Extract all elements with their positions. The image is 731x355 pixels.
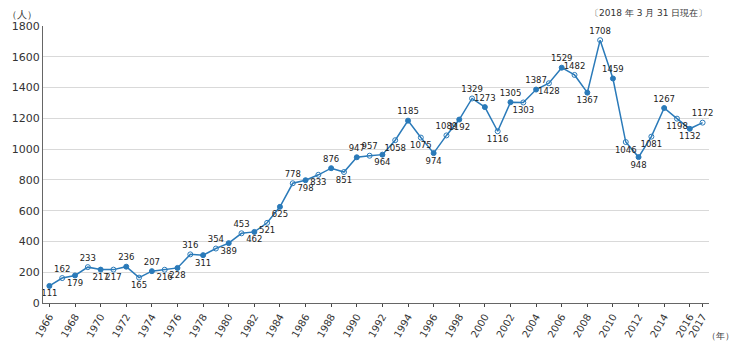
svg-text:600: 600 — [19, 205, 40, 218]
svg-text:2010: 2010 — [597, 312, 619, 340]
svg-text:1200: 1200 — [12, 112, 40, 125]
svg-text:400: 400 — [19, 235, 40, 248]
svg-text:1998: 1998 — [443, 312, 465, 340]
svg-text:1428: 1428 — [538, 86, 560, 96]
svg-text:1198: 1198 — [666, 121, 688, 131]
svg-text:1058: 1058 — [384, 143, 406, 153]
svg-text:1980: 1980 — [213, 312, 235, 340]
svg-text:165: 165 — [131, 280, 147, 290]
svg-text:964: 964 — [374, 157, 390, 167]
svg-text:1986: 1986 — [289, 312, 311, 340]
svg-text:2008: 2008 — [571, 312, 593, 340]
svg-text:111: 111 — [41, 288, 57, 298]
svg-text:1970: 1970 — [84, 312, 106, 340]
svg-text:1974: 1974 — [136, 312, 158, 340]
svg-text:876: 876 — [323, 154, 339, 164]
svg-text:0: 0 — [33, 297, 40, 310]
svg-text:1046: 1046 — [615, 145, 637, 155]
svg-text:1966: 1966 — [33, 312, 55, 340]
svg-text:1994: 1994 — [392, 312, 414, 340]
svg-text:1984: 1984 — [264, 312, 286, 340]
svg-text:（年）: （年） — [707, 331, 731, 341]
svg-text:778: 778 — [285, 169, 301, 179]
svg-text:1305: 1305 — [500, 88, 522, 98]
svg-text:233: 233 — [80, 253, 96, 263]
svg-text:（人）: （人） — [7, 9, 37, 20]
svg-text:1968: 1968 — [59, 312, 81, 340]
svg-text:957: 957 — [361, 141, 377, 151]
svg-text:1988: 1988 — [315, 312, 337, 340]
svg-text:236: 236 — [118, 252, 134, 262]
svg-text:2004: 2004 — [520, 312, 542, 340]
svg-text:2017: 2017 — [686, 312, 708, 340]
svg-text:1482: 1482 — [564, 61, 586, 71]
svg-text:228: 228 — [169, 270, 185, 280]
svg-text:2012: 2012 — [622, 312, 644, 340]
svg-text:1303: 1303 — [512, 105, 534, 115]
svg-text:179: 179 — [67, 278, 83, 288]
svg-text:217: 217 — [105, 272, 121, 282]
svg-text:〔2018 年 3 月 31 日現在〕: 〔2018 年 3 月 31 日現在〕 — [590, 8, 707, 18]
svg-text:833: 833 — [310, 177, 326, 187]
svg-text:1192: 1192 — [448, 122, 470, 132]
svg-text:200: 200 — [19, 266, 40, 279]
svg-text:1000: 1000 — [12, 143, 40, 156]
svg-text:1990: 1990 — [341, 312, 363, 340]
svg-text:521: 521 — [259, 225, 275, 235]
svg-text:1996: 1996 — [417, 312, 439, 340]
svg-text:1081: 1081 — [641, 139, 663, 149]
svg-text:1978: 1978 — [187, 312, 209, 340]
svg-text:1400: 1400 — [12, 81, 40, 94]
svg-text:1600: 1600 — [12, 51, 40, 64]
svg-text:1708: 1708 — [589, 26, 611, 36]
svg-text:1267: 1267 — [653, 94, 675, 104]
svg-text:462: 462 — [246, 234, 262, 244]
svg-text:948: 948 — [630, 160, 646, 170]
svg-text:2006: 2006 — [546, 312, 568, 340]
svg-text:1089: 1089 — [436, 121, 458, 131]
svg-text:851: 851 — [336, 175, 352, 185]
svg-text:207: 207 — [144, 257, 160, 267]
svg-text:1273: 1273 — [474, 93, 496, 103]
svg-text:1459: 1459 — [602, 64, 624, 74]
svg-text:162: 162 — [54, 264, 70, 274]
svg-text:1972: 1972 — [110, 312, 132, 340]
svg-text:2014: 2014 — [648, 312, 670, 340]
svg-text:1387: 1387 — [525, 75, 547, 85]
svg-text:354: 354 — [208, 234, 224, 244]
svg-text:1075: 1075 — [410, 140, 432, 150]
svg-text:1992: 1992 — [366, 312, 388, 340]
svg-text:1982: 1982 — [238, 312, 260, 340]
svg-text:1329: 1329 — [461, 84, 483, 94]
svg-text:453: 453 — [233, 219, 249, 229]
svg-text:1116: 1116 — [487, 134, 509, 144]
svg-text:311: 311 — [195, 258, 211, 268]
svg-text:798: 798 — [297, 183, 313, 193]
svg-text:1172: 1172 — [692, 108, 714, 118]
svg-text:2002: 2002 — [494, 312, 516, 340]
svg-text:217: 217 — [93, 272, 109, 282]
svg-text:316: 316 — [182, 240, 198, 250]
svg-text:800: 800 — [19, 174, 40, 187]
svg-text:389: 389 — [221, 246, 237, 256]
svg-text:1132: 1132 — [679, 131, 701, 141]
svg-text:1367: 1367 — [577, 95, 599, 105]
svg-text:1185: 1185 — [397, 106, 419, 116]
svg-text:974: 974 — [426, 156, 442, 166]
svg-text:216: 216 — [157, 272, 173, 282]
svg-text:1800: 1800 — [12, 20, 40, 33]
svg-text:947: 947 — [349, 143, 365, 153]
svg-text:625: 625 — [272, 209, 288, 219]
svg-text:2016: 2016 — [674, 312, 696, 340]
svg-text:2000: 2000 — [469, 312, 491, 340]
svg-text:1529: 1529 — [551, 53, 573, 63]
svg-text:1976: 1976 — [161, 312, 183, 340]
